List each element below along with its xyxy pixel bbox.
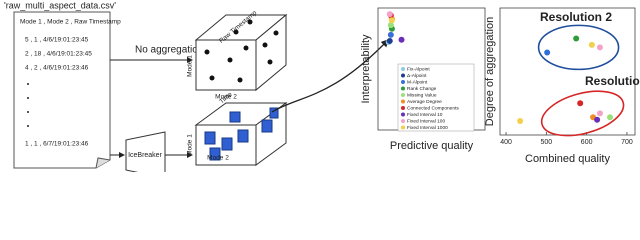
doc-row: 4 , 2 , 4/6/19:01:23:46: [25, 65, 89, 72]
point: [387, 22, 394, 29]
legend-marker: [401, 73, 405, 78]
doc-row: 5 , 1 , 4/6/19:01:23:45: [25, 37, 89, 44]
legend-label: Fixed Interval 1000: [407, 125, 448, 131]
x-tick-label: 700: [621, 139, 633, 146]
point: [594, 116, 601, 123]
legend-label: Connected Components: [407, 105, 459, 111]
legend-label: M-Alpoint: [407, 79, 428, 85]
point: [398, 36, 405, 43]
legend-box: [397, 63, 475, 132]
raw-cube: [194, 13, 288, 92]
point: [387, 31, 394, 38]
point: [596, 44, 603, 51]
legend-label: Missing Value: [407, 92, 437, 98]
legend-label: Fix-Alpoint: [407, 66, 430, 72]
point: [386, 11, 393, 18]
figure: 'raw_multi_aspect_data.csv' Mode 1 , Mod…: [4, 0, 640, 172]
doc-row: Mode 1 , Mode 2 , Raw Timestamp: [20, 19, 121, 26]
y-axis-label: Interpretability: [360, 34, 372, 104]
x-tick-label: 600: [581, 139, 593, 146]
point: [577, 100, 584, 107]
cube-axis-label: Mode 1: [187, 55, 194, 77]
point: [386, 37, 393, 44]
legend-marker: [401, 112, 405, 117]
x-tick-label: 500: [540, 139, 552, 146]
point: [596, 110, 603, 117]
arrow-label: No aggregation: [135, 45, 203, 56]
x-axis-label: Predictive quality: [390, 140, 474, 152]
point: [388, 17, 395, 24]
annotation: Resolution 2: [540, 10, 612, 24]
annotation: Resolution 1: [585, 74, 640, 88]
legend-label: Fixed Interval 10: [407, 112, 443, 118]
cluster-outline: [537, 24, 620, 71]
document-title: 'raw_multi_aspect_data.csv': [4, 0, 116, 10]
legend-label: Δ-Alpoint: [407, 73, 427, 79]
legend-marker: [401, 99, 405, 104]
legend-label: Average Degree: [407, 99, 442, 105]
x-tick-label: 400: [500, 139, 512, 146]
doc-row: 1 , 1 , 6/7/19:01:23:46: [25, 141, 89, 148]
point: [573, 35, 580, 42]
point: [607, 114, 614, 121]
cluster-outline: [540, 90, 625, 137]
legend-marker: [401, 67, 405, 71]
cube-axis-label: Mode 1: [187, 134, 194, 156]
legend-marker: [401, 80, 405, 84]
process-label: IceBreaker: [128, 152, 163, 159]
legend-marker: [401, 86, 405, 91]
legend-marker: [401, 93, 405, 97]
page-curl: [95, 157, 111, 169]
process-shape: [125, 131, 166, 172]
point: [517, 118, 524, 125]
doc-row: 2 , 18 , 4/6/19:01:23:45: [25, 51, 92, 58]
legend-marker: [401, 119, 405, 123]
legend-label: Fixed Interval 100: [407, 118, 445, 124]
point: [544, 49, 551, 56]
cube-dots: [204, 19, 279, 83]
x-axis-label: Combined quality: [525, 153, 610, 165]
cube-axis-label: Mode 2: [207, 155, 229, 162]
ellipsis: [27, 83, 29, 127]
legend-label: Rank Change: [407, 86, 437, 92]
agg-blocks: [204, 107, 279, 161]
plot-frame: [499, 7, 636, 136]
cube-axis-label: Mode 2: [215, 94, 237, 101]
legend-marker: [401, 106, 405, 110]
y-axis-label: Degree of aggregation: [484, 17, 496, 126]
legend-marker: [401, 125, 405, 130]
arrow: [271, 39, 389, 113]
point: [588, 41, 595, 48]
